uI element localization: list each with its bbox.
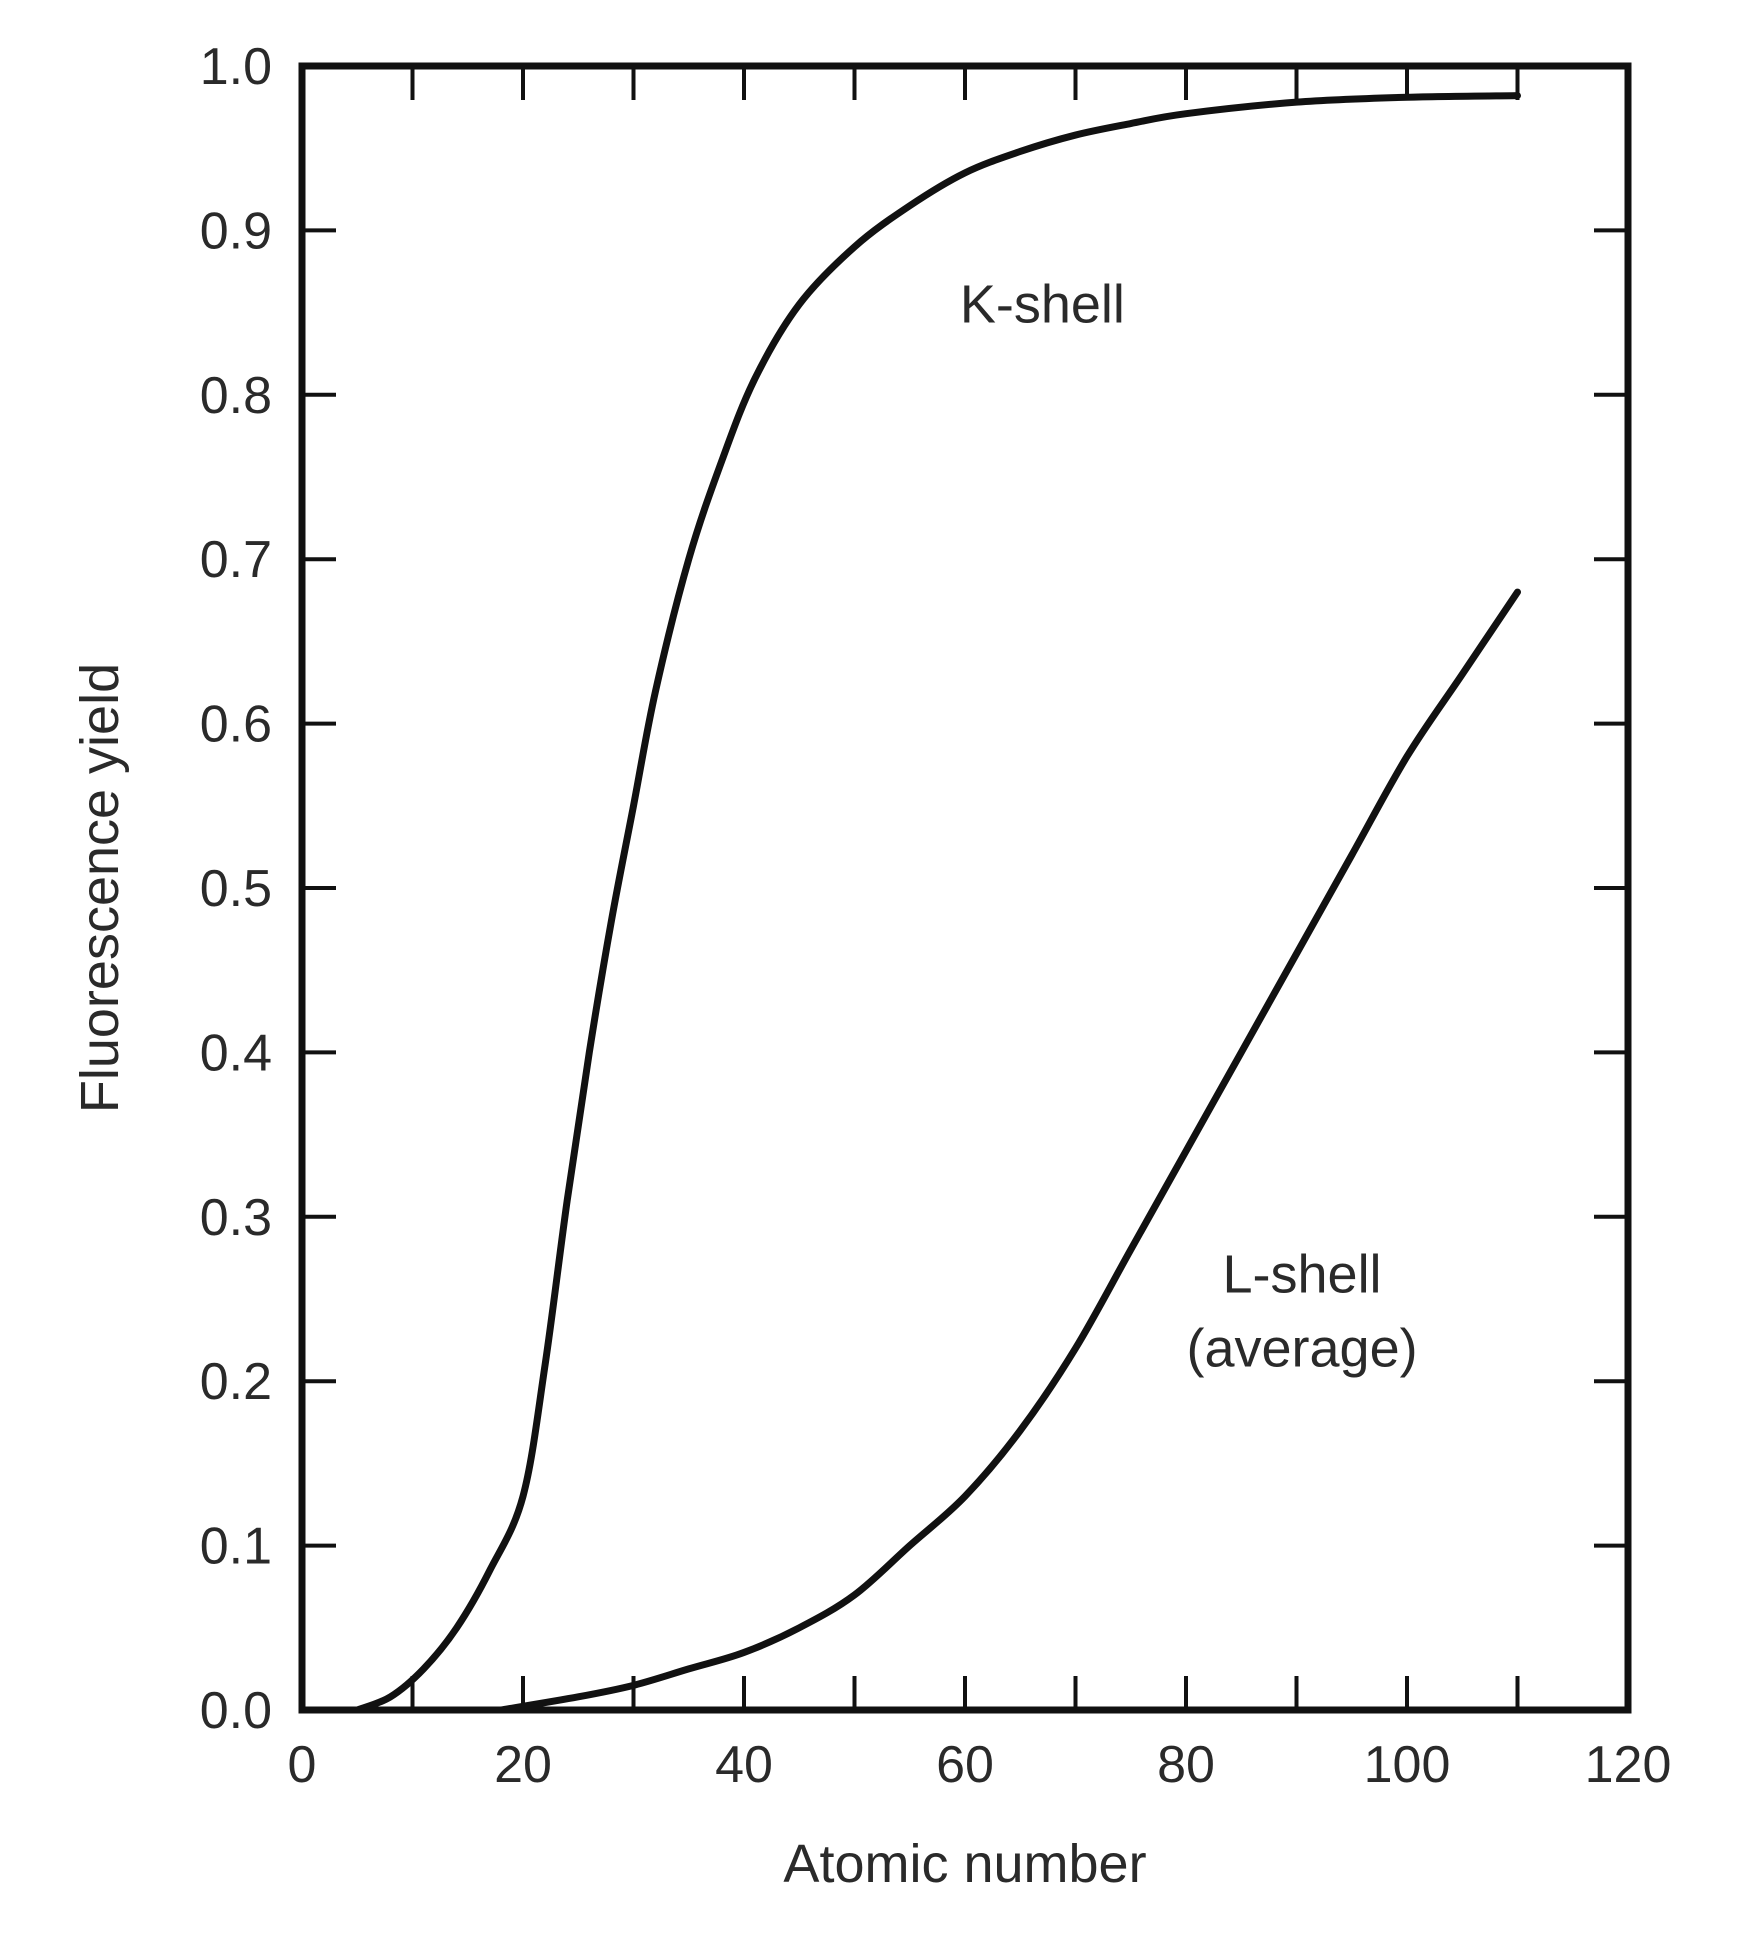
k-shell-curve xyxy=(353,92,1521,1714)
curve-annotation: L-shell xyxy=(1222,1244,1381,1304)
x-axis-title: Atomic number xyxy=(783,1834,1146,1894)
y-tick-label: 0.1 xyxy=(200,1518,272,1576)
y-tick-label: 0.6 xyxy=(200,696,272,754)
curve-annotations: K-shell L-shell (average) xyxy=(960,274,1418,1378)
y-tick-label: 0.7 xyxy=(200,531,272,589)
data-series xyxy=(353,92,1521,1714)
x-tick-label: 40 xyxy=(715,1736,773,1794)
curve-annotation: K-shell xyxy=(960,274,1125,334)
y-axis-title: Fluorescence yield xyxy=(70,663,130,1113)
x-tick-label: 20 xyxy=(494,1736,552,1794)
x-tick-label: 0 xyxy=(288,1736,317,1794)
y-tick-label: 0.0 xyxy=(200,1682,272,1740)
y-tick-label: 0.5 xyxy=(200,860,272,918)
y-tick-label: 0.2 xyxy=(200,1353,272,1411)
x-tick-label: 100 xyxy=(1364,1736,1451,1794)
y-tick-label: 1.0 xyxy=(200,38,272,96)
y-tick-label: 0.4 xyxy=(200,1024,272,1082)
x-tick-label: 60 xyxy=(936,1736,994,1794)
plot-frame xyxy=(298,62,1632,1714)
x-tick-label: 80 xyxy=(1157,1736,1215,1794)
y-tick-label: 0.8 xyxy=(200,367,272,425)
axis-tick-labels: 0 20 40 60 80 100 120 0.0 0.1 0.2 0.3 0.4 0.5 0.6 0.7 0… xyxy=(200,38,1672,1794)
y-tick-label: 0.3 xyxy=(200,1189,272,1247)
y-tick-label: 0.9 xyxy=(200,202,272,260)
x-tick-label: 120 xyxy=(1585,1736,1672,1794)
curve-annotation: (average) xyxy=(1186,1318,1417,1378)
l-shell-curve xyxy=(497,588,1521,1714)
